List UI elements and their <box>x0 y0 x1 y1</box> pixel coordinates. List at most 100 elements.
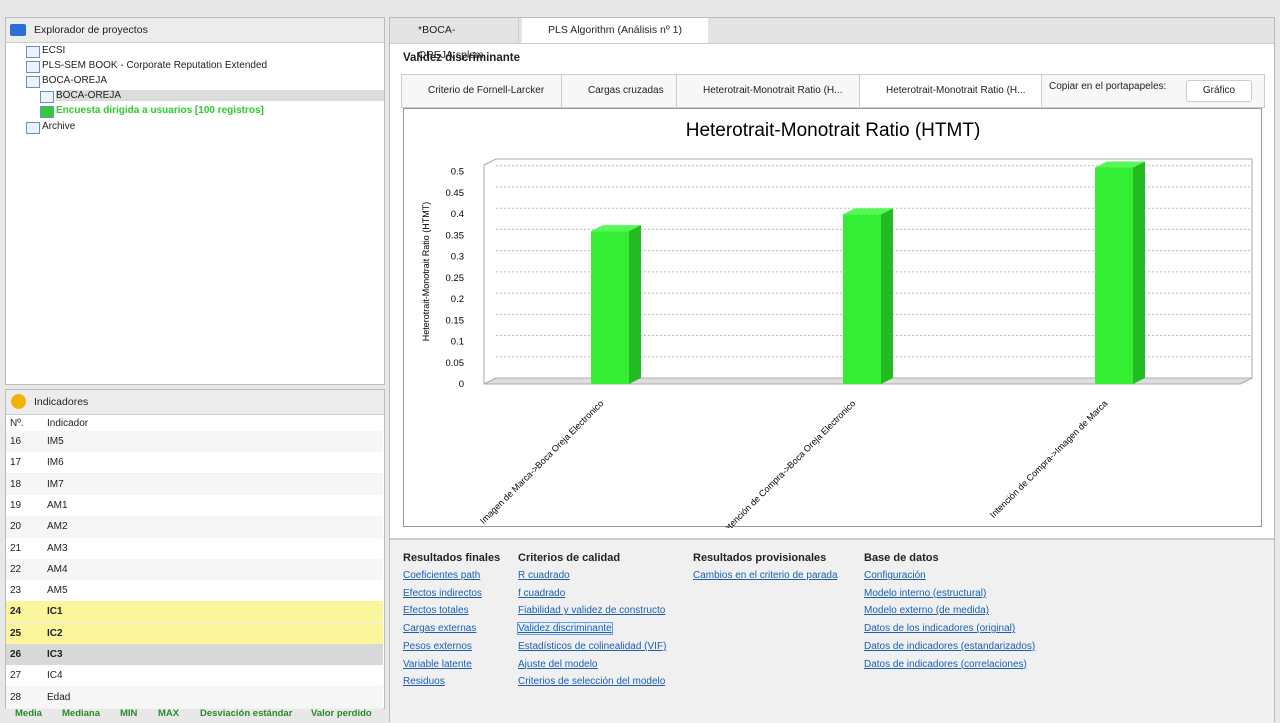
tree-item[interactable]: Archive <box>42 121 76 132</box>
results-link[interactable]: Efectos totales <box>403 605 469 617</box>
indicator-row[interactable]: 17 IM6 <box>6 452 383 475</box>
row-number: 28 <box>10 691 22 703</box>
tree-item[interactable]: Encuesta dirigida a usuarios [100 regist… <box>56 105 264 116</box>
row-number: 20 <box>10 521 22 533</box>
stat-label[interactable]: Media <box>15 708 42 719</box>
row-indicator: IC4 <box>47 670 63 682</box>
indicator-row[interactable]: 20 AM2 <box>6 516 383 539</box>
stat-label[interactable]: Desviación estándar <box>200 708 293 719</box>
indicator-row[interactable]: 28 Edad <box>6 686 383 709</box>
indicator-row[interactable]: 21 AM3 <box>6 537 383 560</box>
y-tick-label: 0.1 <box>451 337 464 348</box>
results-link[interactable]: Coeficientes path <box>403 570 481 581</box>
explorer-title: Explorador de proyectos <box>34 24 148 36</box>
stat-label[interactable]: Valor perdido <box>311 708 372 719</box>
result-tab[interactable]: Heterotrait-Monotrait Ratio (H... <box>860 75 1042 107</box>
copy-button[interactable]: Gráfico <box>1186 80 1252 102</box>
results-link[interactable]: Criterios de selección del modelo <box>518 676 666 688</box>
y-tick-label: 0.35 <box>446 230 465 241</box>
results-link[interactable]: Modelo interno (estructural) <box>864 587 987 599</box>
editor-tab-active[interactable]: PLS Algorithm (Análisis nº 1) <box>522 18 708 43</box>
copy-label: Copiar en el portapapeles: <box>1049 81 1167 92</box>
indicators-panel: Indicadores Nº. Indicador 16 IM5 17 IM6 18 IM… <box>5 389 385 709</box>
project-explorer: Explorador de proyectos ECSI PLS-SEM BOOK… <box>5 17 385 385</box>
editor-tab[interactable]: *BOCA-OREJA.splsm <box>390 18 519 61</box>
row-number: 24 <box>10 606 22 618</box>
indicator-row[interactable]: 27 IC4 <box>6 665 383 688</box>
indicator-row[interactable]: 26 IC3 <box>6 644 383 666</box>
editor-tabs: *BOCA-OREJA.splsm PLS Algorithm (Análisi… <box>390 18 1274 61</box>
row-number: 18 <box>10 478 22 490</box>
bar-face <box>843 214 881 384</box>
tree-item[interactable]: ECSI <box>42 45 66 56</box>
row-indicator: AM4 <box>47 563 68 575</box>
results-link[interactable]: Ajuste del modelo <box>518 658 598 670</box>
results-link[interactable]: Fiabilidad y validez de constructo <box>518 605 666 617</box>
tree-icon <box>26 46 40 58</box>
results-link[interactable]: Cambios en el criterio de parada <box>693 570 838 581</box>
bar-face <box>881 208 893 384</box>
col-header: Indicador <box>47 418 89 429</box>
results-link[interactable]: Efectos indirectos <box>403 587 482 599</box>
result-tab[interactable]: Heterotrait-Monotrait Ratio (H... <box>677 75 860 107</box>
bar-face <box>591 225 641 232</box>
row-indicator: IM7 <box>47 478 64 490</box>
indicator-row[interactable]: 18 IM7 <box>6 473 383 496</box>
col-header: Nº. <box>10 418 24 429</box>
bar <box>1095 161 1145 384</box>
results-link[interactable]: Variable latente <box>403 658 472 670</box>
bar <box>843 208 893 384</box>
bar-face <box>1133 161 1145 384</box>
results-link[interactable]: f cuadrado <box>518 587 566 599</box>
row-number: 19 <box>10 499 22 511</box>
indicators-title: Indicadores <box>34 396 89 408</box>
row-indicator: IM6 <box>47 457 64 469</box>
results-link[interactable]: Configuración <box>864 570 926 581</box>
tree-item[interactable]: BOCA-OREJA <box>56 90 384 101</box>
indicator-row[interactable]: 19 AM1 <box>6 494 383 517</box>
stat-label[interactable]: MAX <box>158 708 180 719</box>
row-indicator: AM5 <box>47 585 68 597</box>
indicator-row[interactable]: 22 AM4 <box>6 558 383 581</box>
row-number: 23 <box>10 585 22 597</box>
results-link[interactable]: Validez discriminante <box>517 622 613 636</box>
results-link[interactable]: Datos de indicadores (estandarizados) <box>864 640 1036 652</box>
editor: *BOCA-OREJA.splsm PLS Algorithm (Análisi… <box>389 17 1275 723</box>
indicator-row[interactable]: 25 IC2 <box>6 622 383 645</box>
stat-label[interactable]: Mediana <box>62 708 101 719</box>
results-heading: Resultados provisionales <box>693 552 827 564</box>
indicator-row[interactable]: 16 IM5 <box>6 431 383 453</box>
tree-item[interactable]: PLS-SEM BOOK - Corporate Reputation Exte… <box>42 60 268 71</box>
results-link[interactable]: Modelo externo (de medida) <box>864 605 990 617</box>
results-link[interactable]: Residuos <box>403 676 445 688</box>
chart-title: Heterotrait-Monotrait Ratio (HTMT) <box>686 120 981 141</box>
results-link[interactable]: Estadísticos de colinealidad (VIF) <box>518 640 667 652</box>
tree-icon <box>26 76 40 88</box>
row-number: 27 <box>10 670 22 682</box>
stat-label[interactable]: MIN <box>120 708 138 719</box>
indicator-row[interactable]: 23 AM5 <box>6 580 383 603</box>
indicator-icon <box>11 394 26 409</box>
y-tick-label: 0.05 <box>446 358 465 369</box>
row-indicator: AM2 <box>47 521 68 533</box>
y-axis-label: Heterotrait-Monotrait Ratio (HTMT) <box>421 202 431 342</box>
row-number: 25 <box>10 627 22 639</box>
indicator-row[interactable]: 24 IC1 <box>6 601 383 624</box>
y-tick-label: 0 <box>459 379 464 390</box>
result-tab[interactable]: Cargas cruzadas <box>562 75 677 107</box>
results-link[interactable]: Datos de los indicadores (original) <box>864 623 1016 635</box>
y-tick-label: 0.5 <box>451 167 464 178</box>
results-link[interactable]: Pesos externos <box>403 640 472 652</box>
bar-face <box>591 231 629 384</box>
results-link[interactable]: Cargas externas <box>403 623 477 635</box>
result-tab[interactable]: Criterio de Fornell-Larcker <box>402 75 562 107</box>
y-tick-label: 0.2 <box>451 294 464 305</box>
tree-item[interactable]: BOCA-OREJA <box>42 75 108 86</box>
results-link[interactable]: Datos de indicadores (correlaciones) <box>864 658 1027 670</box>
results-link[interactable]: R cuadrado <box>518 570 570 581</box>
results-area: Resultados finales Coeficientes path Efect… <box>390 538 1274 723</box>
row-number: 16 <box>10 436 22 447</box>
section-title: Validez discriminante <box>403 52 520 64</box>
tree-icon <box>40 106 54 118</box>
